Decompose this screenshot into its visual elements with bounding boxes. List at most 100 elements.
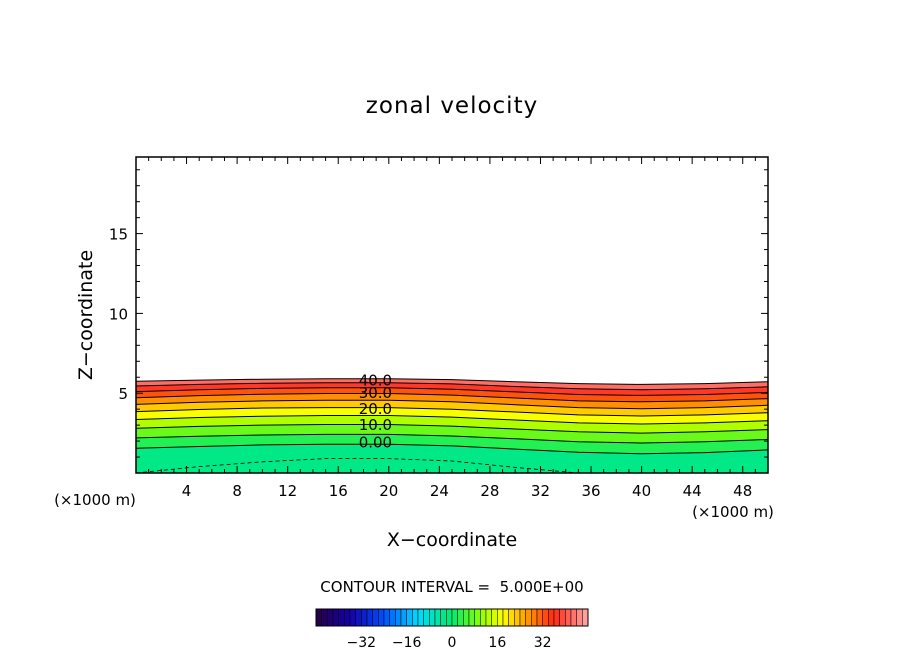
x-tick-label: 44 xyxy=(683,482,702,500)
contour-label: 0.00 xyxy=(359,434,392,452)
contour-line-10 xyxy=(136,424,768,434)
colorbar-cell xyxy=(485,608,492,627)
colorbar-cell xyxy=(372,608,379,627)
colorbar-cell xyxy=(361,608,368,627)
y-tick-label: 10 xyxy=(109,305,128,323)
colorbar-tick-label: −32 xyxy=(347,635,377,651)
colorbar-cell xyxy=(429,608,436,627)
colorbar-cell xyxy=(548,608,555,627)
colorbar-cell xyxy=(389,608,396,627)
x-unit-right: (×1000 m) xyxy=(692,503,774,521)
colorbar-cell xyxy=(378,608,385,627)
x-unit-left: (×1000 m) xyxy=(54,491,136,509)
colorbar-cell xyxy=(519,608,526,627)
contour-label: 20.0 xyxy=(359,400,392,418)
colorbar-cell xyxy=(412,608,419,627)
x-tick-label: 24 xyxy=(430,482,449,500)
contour-label: 40.0 xyxy=(359,371,392,389)
x-tick-label: 28 xyxy=(480,482,499,500)
colorbar-cell xyxy=(582,608,589,627)
colorbar xyxy=(315,608,589,627)
colorbar-cell xyxy=(406,608,413,627)
colorbar-tick-label: 32 xyxy=(534,635,552,651)
fill-band-25 xyxy=(136,393,768,409)
colorbar-cell xyxy=(395,608,402,627)
colorbar-cell xyxy=(463,608,470,627)
fill-band-20 xyxy=(136,400,768,416)
colorbar-cell xyxy=(383,608,390,627)
contour-line-0 xyxy=(136,443,768,455)
colorbar-cell xyxy=(497,608,504,627)
fill-band-10 xyxy=(136,415,768,434)
colorbar-cell xyxy=(440,608,447,627)
y-tick-label: 15 xyxy=(109,226,128,244)
colorbar-cell xyxy=(480,608,487,627)
colorbar-cell xyxy=(338,608,345,627)
colorbar-tick-labels: −32 −16 0 16 32 xyxy=(347,635,552,651)
contour-line-25 xyxy=(136,399,768,410)
colorbar-cell xyxy=(474,608,481,627)
fill-band-0 xyxy=(136,434,768,454)
axis-ticks xyxy=(136,157,768,473)
contour-labels: 40.030.020.010.00.00 xyxy=(359,371,392,451)
colorbar-cell xyxy=(417,608,424,627)
colorbar-cell xyxy=(542,608,549,627)
contour-line-20 xyxy=(136,407,768,417)
colorbar-cell xyxy=(366,608,373,627)
colorbar-cell xyxy=(446,608,453,627)
fill-band-15 xyxy=(136,407,768,424)
contour-label: 10.0 xyxy=(359,416,392,434)
colorbar-cell xyxy=(327,608,334,627)
contour-interval-label: CONTOUR INTERVAL = 5.000E+00 xyxy=(320,578,583,596)
x-tick-label: 32 xyxy=(531,482,550,500)
colorbar-cell xyxy=(565,608,572,627)
colorbar-tick-label: −16 xyxy=(392,635,422,651)
colorbar-cell xyxy=(491,608,498,627)
colorbar-frame xyxy=(315,608,589,627)
fill-band-below-0 xyxy=(136,444,768,473)
colorbar-cell xyxy=(451,608,458,627)
colorbar-tick-label: 0 xyxy=(448,635,457,651)
x-tick-label: 8 xyxy=(232,482,242,500)
colorbar-cell xyxy=(570,608,577,627)
x-tick-label: 16 xyxy=(329,482,348,500)
contour-line-40 xyxy=(136,382,768,391)
y-tick-label: 5 xyxy=(118,385,128,403)
x-axis-label: X−coordinate xyxy=(387,529,517,551)
contour-line-15 xyxy=(136,415,768,425)
colorbar-cell xyxy=(559,608,566,627)
y-axis-label: Z−coordinate xyxy=(75,250,97,380)
contour-lines xyxy=(136,378,768,473)
x-tick-label: 20 xyxy=(379,482,398,500)
colorbar-cell xyxy=(502,608,509,627)
filled-contours xyxy=(136,378,768,473)
x-tick-labels: 4 8 12 16 20 24 28 32 36 40 44 48 xyxy=(182,482,752,500)
colorbar-cell xyxy=(508,608,515,627)
colorbar-cell xyxy=(349,608,356,627)
colorbar-cell xyxy=(434,608,441,627)
fill-band-5 xyxy=(136,424,768,443)
colorbar-cell xyxy=(525,608,532,627)
contour-line-5 xyxy=(136,433,768,444)
colorbar-cell xyxy=(315,608,322,627)
colorbar-cell xyxy=(536,608,543,627)
colorbar-cell xyxy=(576,608,583,627)
x-tick-label: 48 xyxy=(733,482,752,500)
colorbar-cell xyxy=(457,608,464,627)
chart-title: zonal velocity xyxy=(366,93,538,119)
colorbar-cell xyxy=(344,608,351,627)
x-tick-label: 4 xyxy=(182,482,192,500)
colorbar-cell xyxy=(355,608,362,627)
colorbar-tick-label: 16 xyxy=(488,635,506,651)
x-tick-label: 36 xyxy=(581,482,600,500)
colorbar-cell xyxy=(400,608,407,627)
colorbar-cell xyxy=(531,608,538,627)
colorbar-cell xyxy=(423,608,430,627)
colorbar-cell xyxy=(321,608,328,627)
colorbar-cell xyxy=(514,608,521,627)
x-tick-label: 12 xyxy=(278,482,297,500)
contour-line-45 xyxy=(136,378,768,385)
contour-label: 30.0 xyxy=(359,384,392,402)
contour-line-30 xyxy=(136,393,768,403)
